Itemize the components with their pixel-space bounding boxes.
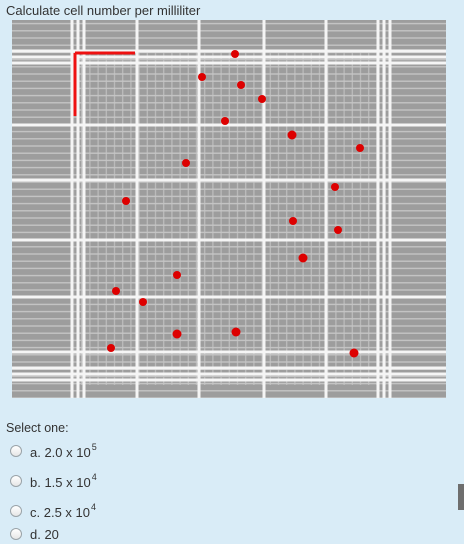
- cell-dot: [356, 144, 364, 152]
- select-one-prompt: Select one:: [6, 421, 69, 435]
- cell-dot: [258, 95, 266, 103]
- option-c[interactable]: c. 2.5 x 104: [10, 501, 96, 521]
- cell-dot: [331, 183, 339, 191]
- radio-button[interactable]: [10, 475, 22, 487]
- option-label: d. 20: [30, 526, 59, 542]
- cell-dot: [221, 117, 229, 125]
- cell-dot: [231, 327, 241, 337]
- cell-dot: [237, 81, 245, 89]
- cell-dots: [107, 50, 364, 358]
- cell-dot: [107, 344, 115, 352]
- counting-corner-marker: [73, 51, 135, 116]
- option-b[interactable]: b. 1.5 x 104: [10, 471, 97, 491]
- cell-dot: [139, 298, 147, 306]
- option-label: c. 2.5 x 104: [30, 502, 96, 520]
- option-a[interactable]: a. 2.0 x 105: [10, 441, 97, 461]
- cell-dot: [334, 226, 342, 234]
- major-gridlines-vertical: [70, 20, 392, 398]
- cell-dot: [298, 253, 308, 263]
- radio-button[interactable]: [10, 528, 22, 540]
- cell-dot: [182, 159, 190, 167]
- cell-dot: [112, 287, 120, 295]
- option-d[interactable]: d. 20: [10, 524, 59, 544]
- option-label: a. 2.0 x 105: [30, 442, 97, 460]
- hemocytometer-grid-image: [12, 20, 446, 398]
- cell-dot: [172, 329, 182, 339]
- question-text: Calculate cell number per milliliter: [6, 3, 201, 18]
- radio-button[interactable]: [10, 505, 22, 517]
- option-label: b. 1.5 x 104: [30, 472, 97, 490]
- radio-button[interactable]: [10, 445, 22, 457]
- cell-dot: [289, 217, 297, 225]
- cell-dot: [287, 130, 297, 140]
- scrollbar-thumb[interactable]: [458, 484, 464, 510]
- cell-dot: [122, 197, 130, 205]
- cell-dot: [173, 271, 181, 279]
- cell-dot: [231, 50, 239, 58]
- cell-dot: [198, 73, 206, 81]
- cell-dot: [349, 348, 359, 358]
